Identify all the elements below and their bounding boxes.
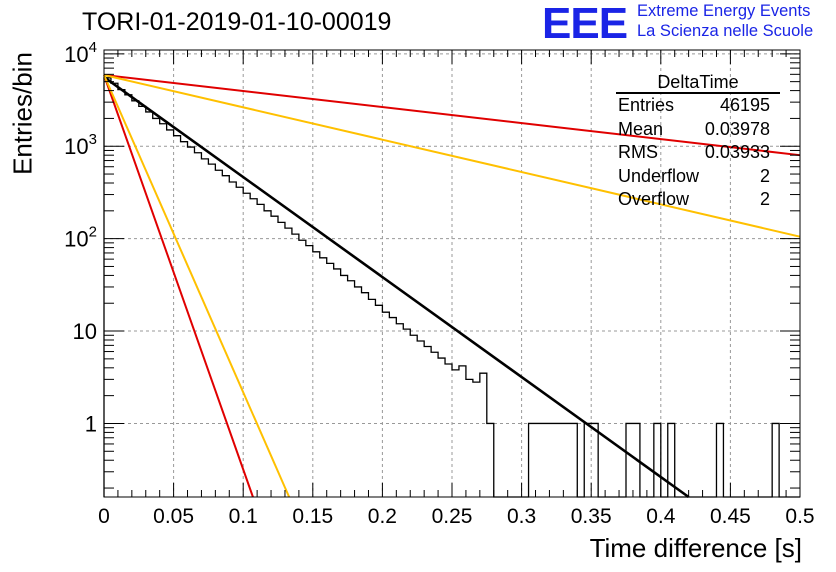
stats-title: DeltaTime <box>616 72 780 94</box>
stats-value: 46195 <box>719 95 770 115</box>
run-title: TORI-01-2019-01-10-00019 <box>82 8 392 36</box>
fit-line <box>103 76 690 499</box>
y-tick-label: 10 <box>73 319 97 344</box>
lower-orange-line <box>103 74 291 498</box>
x-tick-label: 0.15 <box>292 505 333 528</box>
curves <box>103 74 801 499</box>
x-tick-label: 0.35 <box>571 505 612 528</box>
x-axis-label: Time difference [s] <box>589 533 802 563</box>
x-tick-label: 0.25 <box>432 505 473 528</box>
stats-label: Underflow <box>618 165 700 186</box>
y-tick-label: 103 <box>64 131 97 159</box>
stats-value: 0.03978 <box>704 118 770 139</box>
x-tick-label: 0.05 <box>153 505 194 528</box>
stats-box: DeltaTime Entries 46195 Mean 0.03978 RMS 0.… <box>610 72 780 212</box>
x-tick-label: 0.5 <box>785 505 814 528</box>
stats-label: Overflow <box>618 189 690 209</box>
x-tick-labels: 0 0.05 0.1 0.15 0.2 0.25 0.3 0.35 0.4 0.45 0.5 <box>98 505 814 528</box>
stats-label: Mean <box>618 118 664 139</box>
x-tick-label: 0.3 <box>507 505 536 528</box>
axis-ticks <box>103 50 801 497</box>
stats-row: Underflow 2 <box>610 165 780 189</box>
x-tick-label: 0.1 <box>229 505 258 528</box>
histogram-outline <box>103 77 800 498</box>
histogram <box>103 77 800 498</box>
stats-row: Overflow 2 <box>610 188 780 212</box>
y-axis-label: Entries/bin <box>7 52 38 175</box>
stats-row: RMS 0.03933 <box>610 141 780 165</box>
stats-value: 2 <box>759 189 770 209</box>
logo-line-2: La Scienza nelle Scuole <box>637 22 814 40</box>
upper-red-line <box>103 74 801 157</box>
stats-row: Entries 46195 <box>610 94 780 118</box>
stats-label: Entries <box>618 95 675 115</box>
y-tick-label: 1 <box>85 411 97 436</box>
x-tick-label: 0.4 <box>646 505 676 528</box>
stats-value: 0.03933 <box>704 142 770 162</box>
upper-orange-line <box>103 74 801 238</box>
x-tick-label: 0 <box>98 505 110 528</box>
stats-row: Mean 0.03978 <box>610 118 780 142</box>
stats-label: RMS <box>618 142 658 162</box>
y-tick-label: 102 <box>64 224 97 252</box>
stats-value: 2 <box>759 165 770 186</box>
lower-red-line <box>103 74 254 498</box>
eee-logo: EEE <box>542 0 628 48</box>
logo-line-1: Extreme Energy Events <box>637 2 811 20</box>
y-tick-label: 104 <box>64 39 97 67</box>
x-tick-label: 0.45 <box>710 505 751 528</box>
x-tick-label: 0.2 <box>368 505 397 528</box>
y-tick-labels: 1 10 102 103 104 <box>64 39 97 437</box>
